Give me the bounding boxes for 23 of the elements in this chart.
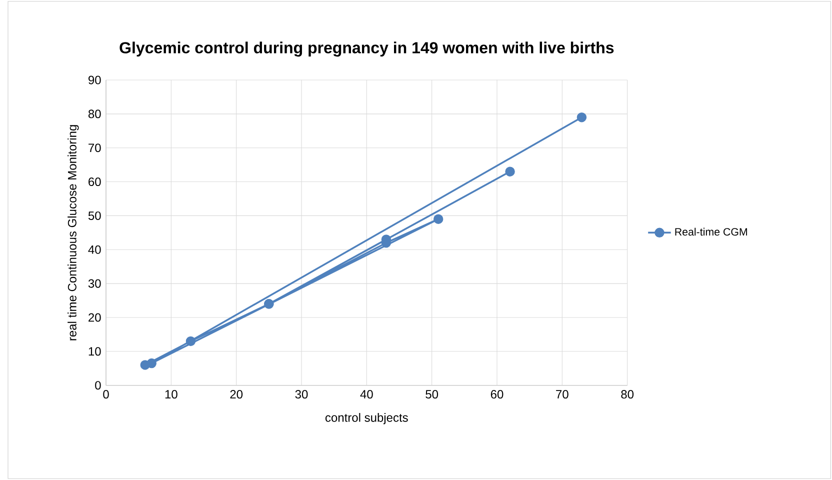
y-tick-label: 90 [88, 76, 101, 84]
y-tick-label: 70 [88, 144, 101, 152]
y-tick-label: 40 [88, 245, 101, 254]
x-tick-label: 50 [426, 390, 438, 399]
x-tick-label: 0 [103, 390, 109, 399]
y-tick-label: 10 [88, 347, 101, 356]
x-tick-label: 70 [556, 390, 568, 399]
x-tick-label: 60 [490, 390, 504, 399]
x-tick-label: 10 [165, 390, 178, 399]
y-tick-label: 0 [95, 381, 101, 390]
x-tick-label: 20 [230, 390, 243, 399]
x-tick-label: 30 [295, 390, 308, 399]
y-tick-label: 60 [88, 178, 101, 186]
y-tick-label: 30 [88, 279, 101, 288]
y-axis-title: real time Continuous Glucose Monitoring [68, 125, 79, 340]
chart-title: Glycemic control during pregnancy in 149 women with live births [120, 42, 614, 57]
x-tick-label: 40 [360, 390, 373, 399]
y-tick-label: 80 [88, 110, 101, 118]
x-axis-title: control subjects [325, 413, 408, 424]
x-tick-label: 80 [621, 390, 634, 399]
y-tick-label: 50 [88, 211, 101, 220]
y-tick-label: 20 [88, 313, 101, 322]
legend-label: Real-time CGM [675, 228, 747, 236]
